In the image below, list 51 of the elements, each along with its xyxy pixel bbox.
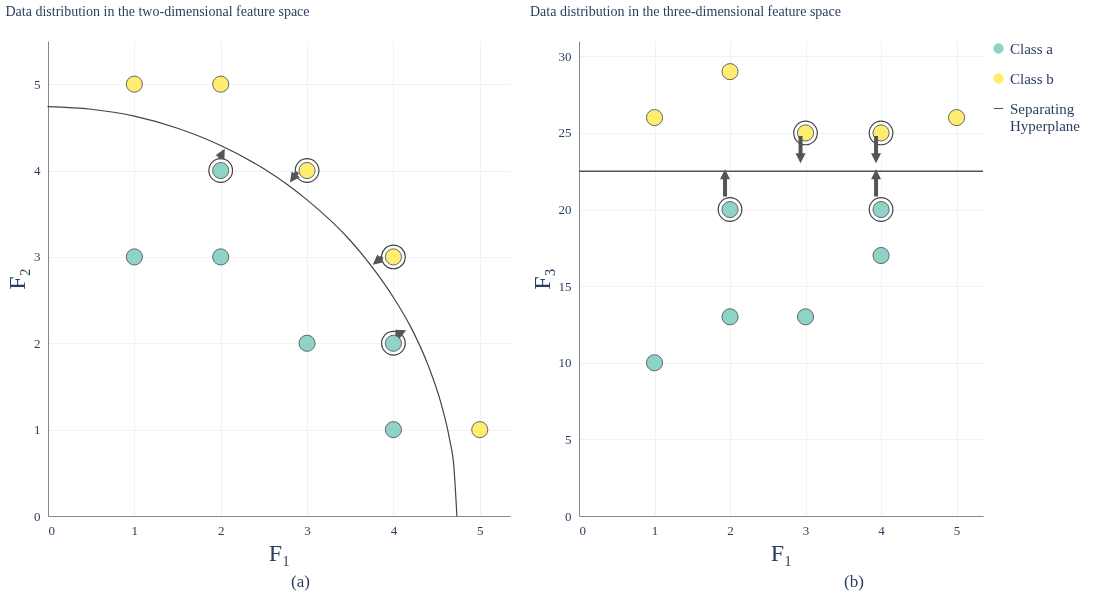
x-tick-label: 2: [727, 522, 734, 538]
point: [796, 308, 815, 326]
x-tick-label: 1: [131, 522, 139, 538]
x-tick-label: 4: [878, 522, 886, 538]
x-tick-label: 4: [390, 522, 398, 538]
x-tick-label: 2: [217, 522, 225, 538]
y-tick-label: 20: [558, 202, 572, 218]
x-tick-label: 5: [953, 522, 961, 538]
y-tick-label: 30: [558, 48, 572, 64]
legend-label: Separating Hyperplane: [1010, 100, 1081, 134]
y-tick-label: 4: [34, 163, 41, 179]
y-tick-label: 10: [558, 355, 572, 371]
legend-label: Class a: [1010, 40, 1054, 57]
point: [125, 75, 143, 93]
point: [125, 248, 143, 266]
x-tick-label: 0: [48, 522, 55, 538]
chart-title: Data distribution in the three-dimensional feature space: [530, 4, 842, 19]
chart-title: Data distribution in the two-dimensional feature space: [5, 4, 310, 19]
y-tick-label: 3: [34, 249, 41, 265]
x-tick-label: 1: [651, 522, 659, 538]
legend-label: Class b: [1010, 70, 1054, 87]
y-tick-label: 0: [565, 508, 572, 524]
point: [298, 334, 316, 352]
point: [384, 421, 402, 439]
y-axis-title: F₃: [528, 268, 555, 290]
x-tick-label: 3: [304, 522, 311, 538]
x-axis-title: F₁: [268, 539, 291, 566]
x-axis-title: F₁: [770, 539, 793, 566]
y-tick-label: 5: [34, 76, 41, 92]
y-tick-label: 2: [34, 335, 41, 351]
y-tick-label: 1: [34, 422, 41, 438]
point: [212, 248, 230, 266]
y-tick-label: 15: [558, 278, 572, 294]
x-tick-label: 0: [579, 522, 586, 538]
point: [645, 354, 664, 372]
x-tick-label: 3: [802, 522, 810, 538]
y-tick-label: 5: [565, 431, 572, 447]
text: (b): [843, 572, 865, 592]
text: (a): [290, 572, 311, 592]
line-series: [47, 106, 458, 517]
point: [872, 246, 890, 265]
y-axis-title: F₂: [4, 268, 30, 290]
point: [645, 109, 664, 127]
point: [721, 63, 739, 81]
y-tick-label: 0: [34, 508, 41, 524]
x-tick-label: 5: [477, 522, 484, 538]
point: [948, 109, 966, 127]
point: [471, 421, 489, 439]
point: [721, 308, 739, 326]
y-tick-label: 25: [558, 125, 572, 141]
point: [212, 75, 230, 93]
